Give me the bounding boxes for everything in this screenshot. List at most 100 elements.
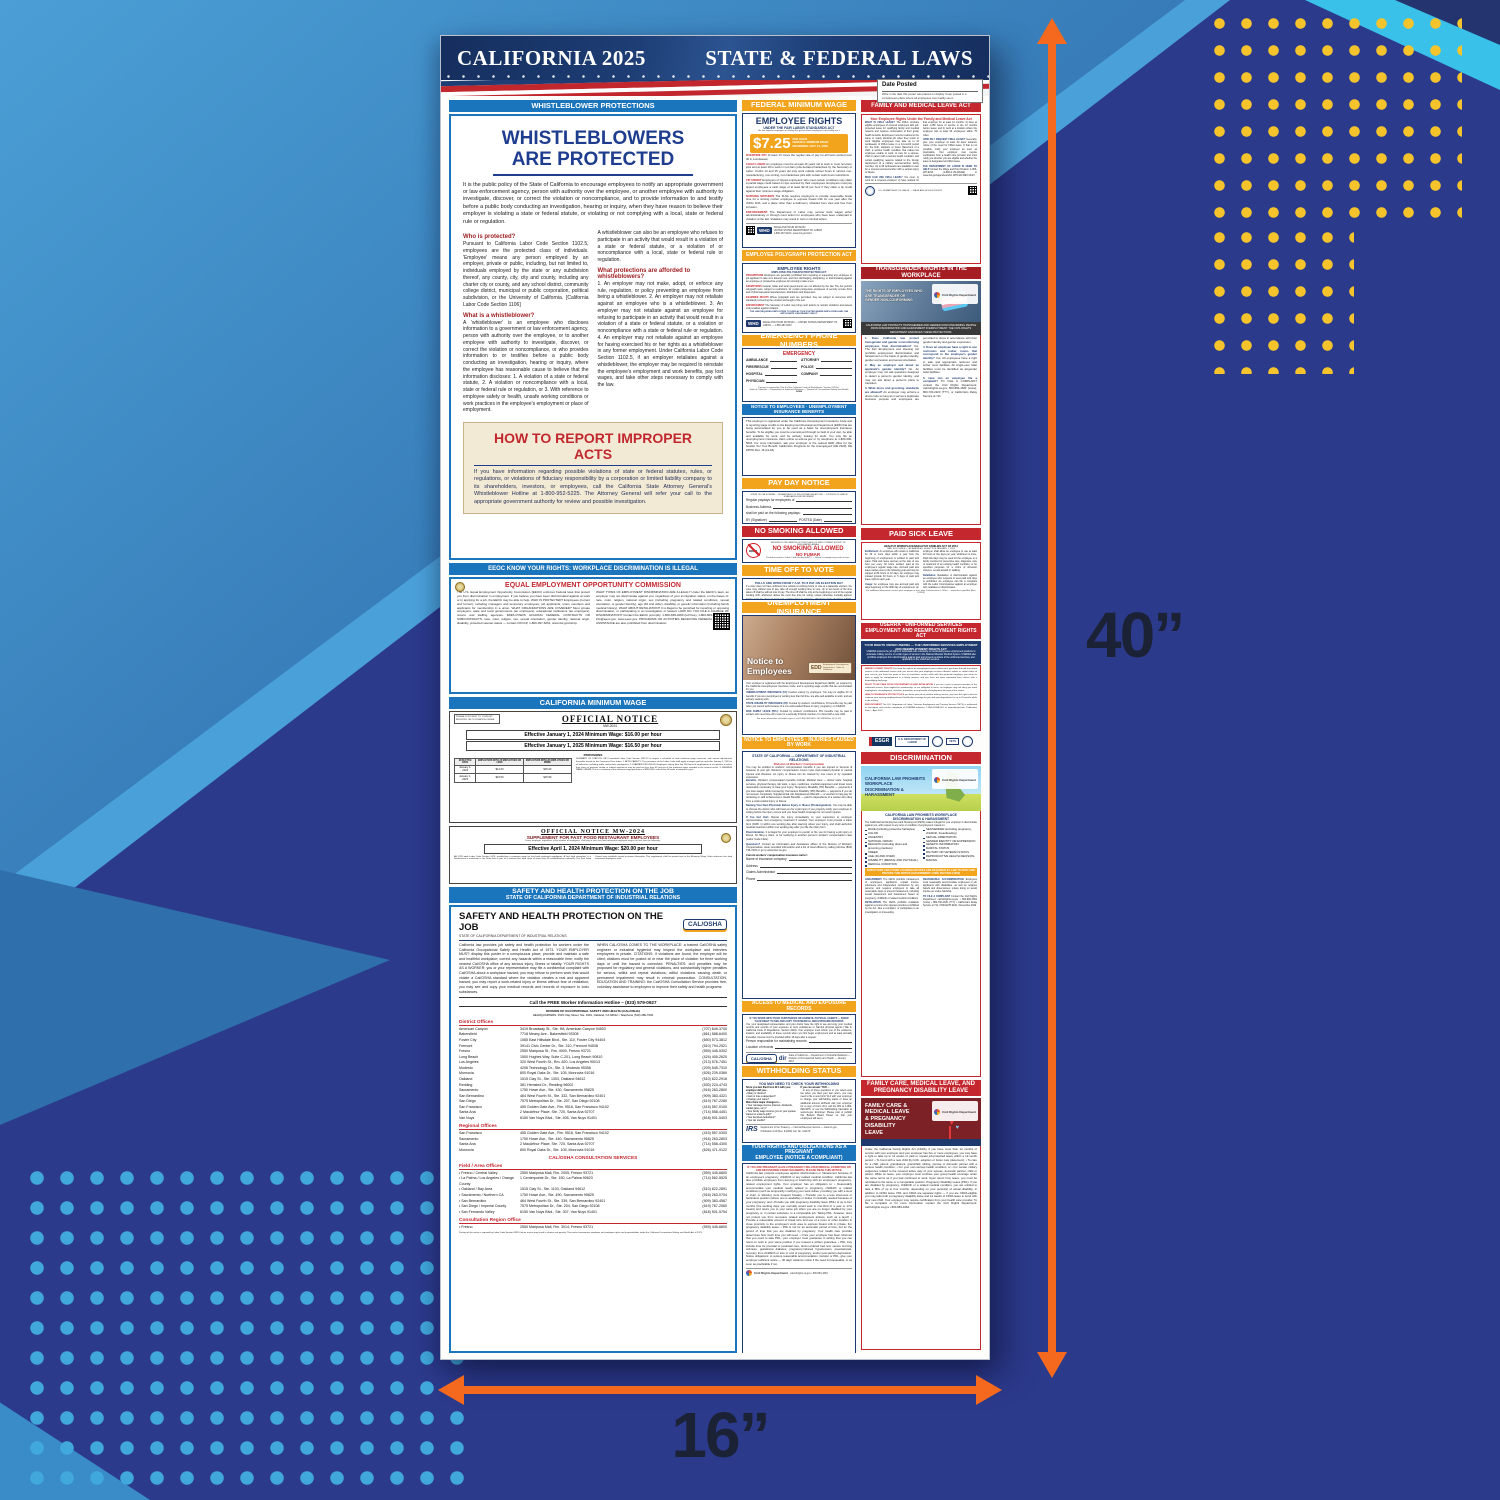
- poster-title-right: STATE & FEDERAL LAWS: [705, 45, 973, 70]
- eppa-body: PROHIBITIONS Employers are generally pro…: [746, 274, 852, 310]
- fmla-body: WHAT IS FMLA LEAVE? The FMLA provides el…: [865, 121, 977, 182]
- crd-logo-icon: [746, 1270, 752, 1277]
- minwage-col-header: EMPLOYERS WITH 26 EMPLOYEES OR MORE: [522, 758, 573, 766]
- fastfood-body: AB 1228 adds Labor Code Section 1474, es…: [454, 855, 732, 861]
- injuries-agency1: STATE OF CALIFORNIA — DEPARTMENT OF INDU…: [752, 754, 846, 762]
- payday-header: PAY DAY NOTICE: [742, 478, 856, 489]
- fastfood-supplement-notice: OFFICIAL NOTICE MW-2024 SUPPLEMENT FOR F…: [449, 826, 737, 884]
- discrimination-image-title: CALIFORNIA LAW PROHIBITS WORKPLACE DISCR…: [865, 775, 926, 798]
- middle-column: FEDERAL MINIMUM WAGE EMPLOYEE RIGHTS UND…: [742, 100, 856, 1353]
- family-care-image: FAMILY CARE & MEDICAL LEAVE & PREGNANCY …: [861, 1097, 981, 1146]
- emergency-footer: State of California — Department of Indu…: [749, 389, 849, 391]
- paid-sick-leave-panel: HEALTHY WORKPLACES/HEALTHY FAMILIES ACT …: [861, 542, 981, 621]
- fmw-note: The law requires employers to display th…: [757, 130, 841, 132]
- office-row: Sacramento 1750 Howe Ave., Ste. 440, Sacr…: [459, 1136, 727, 1141]
- regional-offices-label: Regional Offices: [459, 1124, 727, 1130]
- protected-category: GENETIC INFORMATION: [923, 842, 977, 847]
- phone-field: COMPANY: [801, 372, 852, 376]
- qr-code-icon: [713, 613, 730, 630]
- protected-category: SEX/GENDER (including pregnancy, childbi…: [923, 827, 977, 836]
- safety-col1: California law provides job safety and h…: [459, 943, 589, 994]
- question-item: • Your nonwage income (interest, dividen…: [746, 1104, 793, 1110]
- safety-title: SAFETY AND HEALTH PROTECTION ON THE JOB: [459, 911, 664, 933]
- protected-category: MILITARY OR VETERAN STATUS: [923, 850, 977, 855]
- dir-logo: dir: [778, 1055, 787, 1062]
- question-item: • Your family wage income (you or your s…: [746, 1110, 796, 1116]
- pregnant-panel: IF YOU ARE PREGNANT, HAVE A PREGNANCY RE…: [742, 1163, 856, 1353]
- federal-minwage-panel: EMPLOYEE RIGHTS UNDER THE FAIR LABOR STA…: [742, 113, 856, 248]
- safety-band-line1: SAFETY AND HEALTH PROTECTION ON THE JOB: [512, 888, 674, 896]
- calosha-logo: CAL/OSHA: [683, 919, 727, 930]
- form-line: Name of insurance company: [746, 857, 852, 862]
- family-care-panel: Under the California Family Rights Act (…: [861, 1146, 981, 1350]
- whd-dept: UNITED STATES DEPARTMENT OF LABOR: [773, 228, 822, 232]
- office-row: Redding 381 Hemsted Dr., Redding 96002 (53…: [459, 1082, 727, 1087]
- edd-brand: EDD: [810, 665, 822, 672]
- office-row: Fremont 39141 Civic Center Dr., Ste. 310,…: [459, 1043, 727, 1048]
- access-subhead: IF YOU WORK WITH TOXIC SUBSTANCES OR HAR…: [749, 1017, 849, 1023]
- pregnant-bar-line1: YOUR RIGHTS AND OBLIGATIONS AS A PREGNAN…: [751, 1143, 847, 1156]
- whd-logo: WHD: [746, 320, 761, 328]
- withholding-a-title: If you can answer 'YES'…: [800, 1086, 830, 1089]
- fastfood-note: Every employer, regardless of the number…: [525, 840, 661, 842]
- userra-subband: YOUR RIGHTS UNDER USERRA — THE UNIFORMED…: [861, 641, 981, 664]
- irs-logo: IRS: [746, 1126, 758, 1133]
- calosha-logo: CAL/OSHA: [746, 1054, 777, 1063]
- withholding-q2-title: Were there major changes to…: [746, 1101, 782, 1104]
- userra-sub-body: USERRA protects the job rights of indivi…: [866, 650, 976, 662]
- fmla-subtitle: Your Employee Rights Under the Family an…: [870, 117, 972, 121]
- protected-category: SEXUAL ORIENTATION: [923, 835, 977, 840]
- transgender-photo: THE RIGHTS OF EMPLOYEES WHO ARE TRANSGEN…: [861, 281, 981, 323]
- pregnant-footer: calcivilrights.ca.gov • 800-884-1684: [790, 1271, 828, 1275]
- withholding-headline: YOU MAY NEED TO CHECK YOUR WITHHOLDING: [758, 1082, 840, 1086]
- eeoc-panel: EQUAL EMPLOYMENT OPPORTUNITY COMMISSION …: [449, 577, 737, 694]
- withholding-header: WITHHOLDING STATUS: [742, 1066, 856, 1077]
- eppa-title: EMPLOYEE RIGHTS: [777, 266, 821, 271]
- psl-footer: For additional information contact your …: [866, 590, 976, 595]
- dosh-hq-line1: DIVISION OF OCCUPATIONAL SAFETY AND HEAL…: [546, 1009, 640, 1014]
- vote-headline: POLLS ARE OPEN FROM 7 A.M. TO 8 P.M. ON …: [755, 581, 843, 585]
- family-care-body: Under the California Family Rights Act (…: [865, 1147, 977, 1209]
- discrimination-intro: The California Fair Employment and Housi…: [865, 820, 978, 827]
- access-field2: Location of records: [746, 1045, 774, 1050]
- no-smoking-caption-bottom: Posted pursuant to Labor Code Section 64…: [766, 557, 850, 559]
- psl-subtitle2: PAID SICK LEAVE — AS AMENDED, EFFECTIVE …: [887, 548, 955, 551]
- no-fumar: NO FUMAR: [795, 552, 821, 557]
- wage-line: BEGINNING JULY 24, 2009: [792, 143, 828, 148]
- ui-intro: Your employer is registered with the Emp…: [746, 682, 852, 692]
- minwage-provisions-label: PROVISIONS: [583, 752, 603, 757]
- safety-col2: WHEN CAL/OSHA COMES TO THE WORKPLACE: a …: [597, 943, 727, 990]
- worker-hotline: Call the FREE Worker Information Hotline…: [459, 997, 727, 1008]
- protected-category: ANCESTRY: [865, 835, 919, 840]
- ui-benefits-panel: This employer is registered under the Ca…: [742, 417, 856, 476]
- eeoc-seal-icon: [455, 582, 465, 592]
- protected-category: NATIONAL ORIGIN: [865, 839, 919, 844]
- office-row: Fresno 2550 Mariposa St., Rm. 4000, Fresn…: [459, 1049, 727, 1054]
- userra-sub-title: YOUR RIGHTS UNDER USERRA — THE UNIFORMED…: [864, 642, 978, 651]
- injuries-intro: You may be entitled to workers' compensa…: [746, 766, 852, 780]
- irs-lines: Department of the Treasury — Internal Re…: [760, 1126, 837, 1130]
- wage-badge: $7.25 PER HOUR FEDERAL MINIMUM WAGE BEGI…: [750, 133, 848, 153]
- height-dimension-arrow: [1037, 18, 1067, 1378]
- transgender-panel: 1. Does California law protect transgend…: [861, 335, 981, 526]
- ui-benefits-header: NOTICE TO EMPLOYEES · UNEMPLOYMENT INSUR…: [742, 404, 856, 415]
- no-smoking-caption-top: SMOKING IS PROHIBITED IN THIS PLACE OF E…: [770, 542, 846, 546]
- ui-photo-title2: Employees: [747, 665, 792, 676]
- whd-footer: WHD WAGE AND HOUR DIVISION — UNITED STAT…: [746, 316, 852, 329]
- office-row: Monrovia 800 Royal Oaks Dr., Ste. 105, Mo…: [459, 1071, 727, 1076]
- polygraph-panel: EMPLOYEE RIGHTS EMPLOYEE POLYGRAPH PROTE…: [742, 263, 856, 333]
- minwage-table-row: January 1, 2023 $15.50 $15.50: [453, 773, 573, 783]
- width-dimension-label: 16”: [671, 1399, 770, 1471]
- whd-footer: WHD WAGE AND HOUR DIVISION UNITED STATES…: [746, 223, 852, 235]
- minwage-body: SUMMARY OF STATUTE: SB 3 amended Labor C…: [576, 758, 732, 772]
- discrimination-panel: CALIFORNIA LAW PROHIBITS WORKPLACE DISCR…: [861, 810, 981, 1077]
- whistleblower-panel: WHISTLEBLOWERS ARE PROTECTED It is the p…: [449, 114, 737, 560]
- no-smoking-icon: [746, 543, 761, 558]
- pregnant-body: California law protects employees agains…: [746, 1171, 852, 1266]
- minwage-table-row: January 1, 2022 $14.00 $15.00: [453, 764, 573, 775]
- psl-body: Entitlement: An employee who works in Ca…: [865, 550, 977, 590]
- injuries-form: Name of insurance company Address Claims A…: [746, 857, 852, 881]
